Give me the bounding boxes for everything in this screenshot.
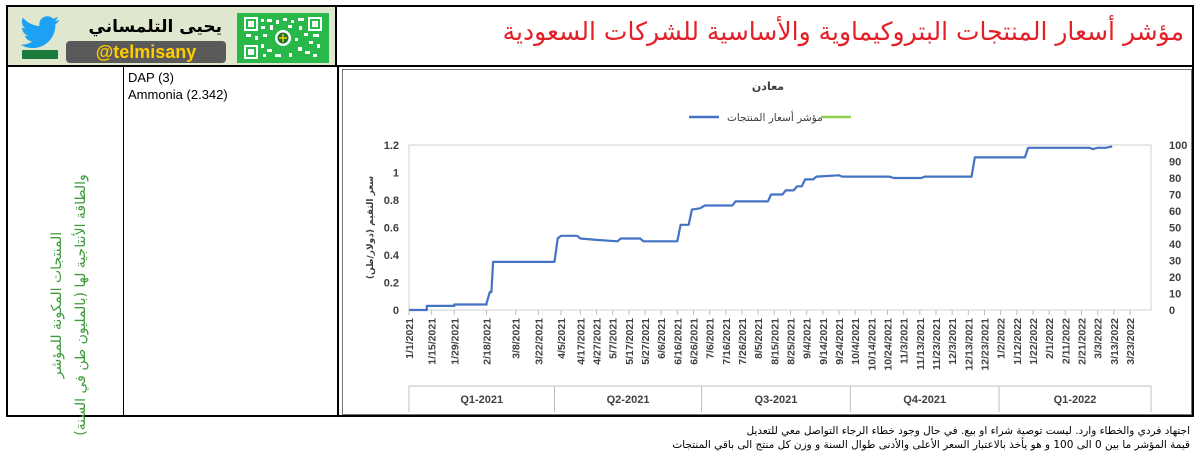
x-tick-label: 3/13/2022: [1109, 318, 1121, 365]
x-tick-label: 10/24/2021: [883, 318, 895, 371]
x-tick-label: 2/21/2022: [1076, 318, 1088, 365]
twitter-logo: [18, 16, 62, 60]
x-tick-label: 12/13/2021: [963, 318, 975, 371]
x-tick-label: 2/1/2022: [1044, 318, 1056, 359]
y-left-tick-label: 1: [393, 168, 399, 180]
qr-code[interactable]: [237, 13, 329, 63]
quarter-label: Q3-2021: [755, 394, 798, 406]
x-tick-label: 7/26/2021: [737, 318, 749, 365]
x-tick-label: 9/4/2021: [802, 318, 814, 359]
list-item: DAP (3): [128, 70, 174, 85]
x-tick-label: 3/8/2021: [511, 318, 523, 359]
quarter-label: Q1-2022: [1054, 394, 1097, 406]
series-line-0: [409, 145, 1113, 312]
index-explanation-text: قيمة المؤشر ما بين 0 الى 100 و هو يأخذ ب…: [672, 439, 1190, 451]
title-banner: مؤشر أسعار المنتجات البتروكيماوية والأسا…: [337, 5, 1194, 67]
x-tick-label: 5/17/2021: [624, 318, 636, 365]
product-list: DAP (3) Ammonia (2.342): [124, 67, 339, 417]
list-item: Ammonia (2.342): [128, 87, 228, 102]
qr-code-icon: [243, 16, 323, 60]
y-right-tick-label: 30: [1169, 256, 1181, 268]
page-title: مؤشر أسعار المنتجات البتروكيماوية والأسا…: [502, 17, 1184, 46]
x-tick-label: 8/25/2021: [786, 318, 798, 365]
sidebar-caption: المنتجات المكونة للمؤشر والطاقة الأنتاجي…: [45, 155, 93, 455]
sidebar-line-1: المنتجات المكونة للمؤشر: [49, 231, 65, 379]
disclaimer-text: اجتهاد فردي والخطاء وارد. ليست توصية شرا…: [746, 425, 1190, 437]
x-tick-label: 10/4/2021: [850, 318, 862, 365]
x-tick-label: 2/18/2021: [482, 318, 494, 365]
x-tick-label: 11/3/2021: [899, 318, 911, 364]
y-left-tick-label: 0.8: [384, 195, 399, 207]
x-tick-label: 2/11/2022: [1060, 318, 1072, 364]
plot-area: [408, 144, 1152, 311]
brand-banner[interactable]: يحيى التلمساني @telmisany: [6, 5, 337, 67]
x-tick-label: 11/23/2021: [931, 318, 943, 370]
x-tick-label: 6/26/2021: [689, 318, 701, 365]
x-tick-label: 12/23/2021: [979, 318, 991, 371]
sidebar-line-2: والطاقة الأنتاجية لها (بالمليون طن في ال…: [73, 174, 89, 436]
saudi-flag-icon: [22, 50, 58, 59]
x-tick-label: 9/14/2021: [818, 318, 830, 365]
brand-name: يحيى التلمساني: [88, 17, 222, 37]
x-tick-label: 1/22/2022: [1028, 318, 1040, 365]
x-tick-label: 1/29/2021: [449, 318, 461, 365]
y-right-tick-label: 50: [1169, 223, 1181, 235]
y-left-tick-label: 1.2: [384, 140, 399, 152]
x-tick-label: 1/15/2021: [427, 318, 439, 365]
y-right-tick-label: 100: [1169, 140, 1187, 152]
x-tick-label: 4/17/2021: [575, 318, 587, 365]
y-left-tick-label: 0.4: [384, 250, 400, 262]
y-right-tick-label: 20: [1169, 272, 1181, 284]
quarter-label: Q1-2021: [460, 394, 503, 406]
y-right-tick-label: 60: [1169, 206, 1181, 218]
y-right-tick-label: 40: [1169, 239, 1181, 251]
x-tick-label: 8/15/2021: [769, 318, 781, 365]
y-right-tick-label: 0: [1169, 305, 1175, 317]
x-tick-label: 3/23/2022: [1125, 318, 1137, 365]
x-tick-label: 1/1/2021: [404, 318, 416, 359]
twitter-handle[interactable]: @telmisany: [66, 41, 226, 63]
x-tick-label: 1/12/2022: [1012, 318, 1024, 365]
legend-label-index: مؤشر أسعار المنتجات: [727, 110, 823, 124]
x-tick-label: 8/5/2021: [753, 318, 765, 359]
x-tick-label: 6/16/2021: [672, 318, 684, 365]
chart-panel: معادن مؤشر أسعار المنتجات 0 0.2 0.4 0.6 0.8 1 1.…: [342, 69, 1192, 415]
quarter-label: Q4-2021: [903, 394, 946, 406]
quarter-label: Q2-2021: [607, 394, 650, 406]
x-tick-label: 11/13/2021: [915, 318, 927, 370]
chart-title: معادن: [752, 80, 784, 93]
footer-notes: اجتهاد فردي والخطاء وارد. ليست توصية شرا…: [290, 424, 1190, 452]
x-tick-label: 9/24/2021: [834, 318, 846, 365]
y-left-tick-label: 0.2: [384, 278, 399, 290]
x-tick-label: 10/14/2021: [866, 318, 878, 371]
x-tick-label: 5/27/2021: [640, 318, 652, 365]
x-tick-label: 5/7/2021: [608, 318, 620, 359]
y-right-tick-label: 70: [1169, 190, 1181, 202]
y-left-tick-label: 0.6: [384, 223, 399, 235]
x-tick-label: 4/5/2021: [556, 318, 568, 359]
x-tick-label: 12/3/2021: [947, 318, 959, 365]
y-right-tick-label: 80: [1169, 173, 1181, 185]
x-tick-label: 7/6/2021: [705, 318, 717, 359]
y-left-tick-label: 0: [393, 305, 399, 317]
sidebar: المنتجات المكونة للمؤشر والطاقة الأنتاجي…: [6, 67, 124, 436]
y-right-tick-label: 10: [1169, 289, 1181, 301]
y-right-tick-label: 90: [1169, 157, 1181, 169]
x-tick-label: 7/16/2021: [721, 318, 733, 365]
line-chart: معادن مؤشر أسعار المنتجات 0 0.2 0.4 0.6 0.8 1 1.…: [366, 80, 1187, 412]
twitter-bird-icon: [20, 16, 60, 48]
x-tick-label: 1/2/2022: [996, 318, 1008, 359]
x-tick-label: 3/3/2022: [1093, 318, 1105, 359]
x-tick-label: 4/27/2021: [592, 318, 604, 365]
y-left-axis-title: سعر التقيم (دولار/طن): [366, 176, 376, 279]
x-tick-label: 6/6/2021: [656, 318, 668, 359]
x-tick-label: 3/22/2021: [533, 318, 545, 365]
